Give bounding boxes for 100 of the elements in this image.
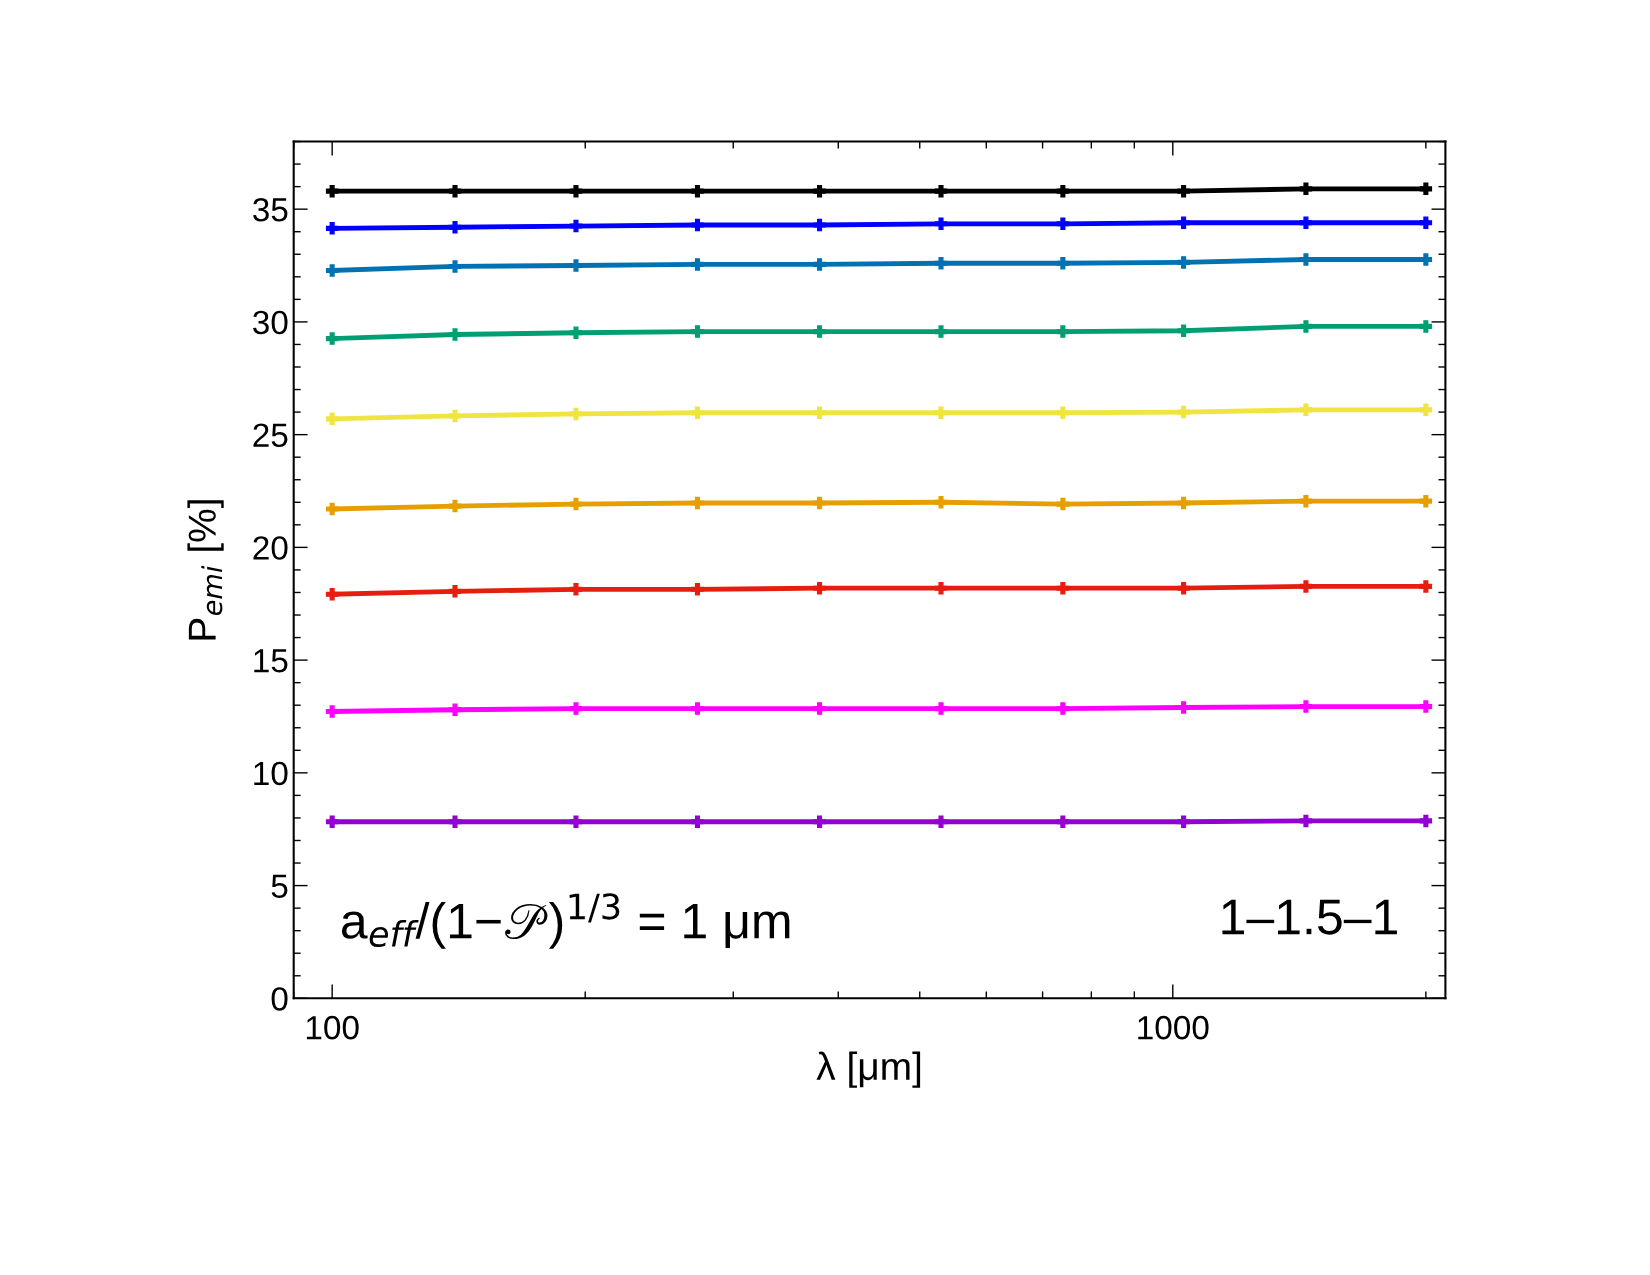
point: [813, 218, 826, 232]
point: [1419, 700, 1433, 713]
annotation: 1–1.5–1: [1222, 899, 1397, 935]
point: [813, 702, 826, 715]
y-tick-label: 25: [253, 423, 288, 448]
point: [691, 258, 704, 271]
point: [325, 332, 339, 345]
y-axis-title: P$_{emi}$ [%]: [187, 500, 224, 640]
point: [1056, 217, 1070, 231]
point: [934, 184, 948, 198]
point: [1177, 701, 1190, 714]
point: [569, 583, 583, 596]
point: [934, 702, 948, 715]
point: [1056, 325, 1070, 338]
point: [1299, 320, 1313, 333]
point: [934, 325, 948, 338]
point: [1299, 494, 1313, 508]
annotation: a$_{eff}$/(1−𝒫)$^{1/3}$ = 1 μm: [341, 893, 790, 949]
point: [569, 184, 583, 198]
point: [813, 406, 826, 420]
point: [691, 184, 704, 198]
point: [1419, 403, 1433, 417]
point: [813, 184, 826, 198]
point: [1419, 320, 1433, 333]
point: [448, 703, 462, 716]
point: [1419, 182, 1433, 196]
y-tick-label: 20: [253, 536, 288, 560]
point: [691, 496, 704, 510]
point: [813, 815, 826, 829]
point: [1177, 405, 1190, 419]
y-tick-label: 0: [271, 987, 288, 1011]
point: [325, 705, 339, 718]
point: [1299, 700, 1313, 713]
point: [691, 406, 704, 420]
point: [934, 406, 948, 420]
point: [1299, 182, 1313, 196]
point: [569, 815, 583, 829]
point: [813, 325, 826, 338]
point: [813, 496, 826, 510]
point: [325, 815, 339, 829]
point: [1299, 580, 1313, 593]
point: [325, 588, 339, 601]
point: [448, 260, 462, 273]
point: [691, 702, 704, 715]
point: [934, 815, 948, 829]
x-tick-label: 1000: [1138, 1015, 1209, 1040]
point: [934, 581, 948, 595]
point: [1299, 403, 1313, 417]
point: [448, 409, 462, 423]
point: [1056, 815, 1070, 829]
point: [691, 583, 704, 596]
point: [325, 264, 339, 277]
point: [1056, 184, 1070, 198]
point: [1177, 184, 1190, 198]
point: [1299, 216, 1313, 229]
point: [569, 219, 583, 233]
point: [448, 328, 462, 341]
point: [813, 258, 826, 271]
y-tick-label: 15: [254, 649, 288, 673]
y-tick-label: 30: [253, 310, 288, 335]
y-tick-label: 10: [254, 761, 288, 786]
x-axis-title: λ [μm]: [816, 1051, 921, 1088]
point: [691, 325, 704, 338]
point: [448, 499, 462, 513]
point: [1177, 496, 1190, 510]
point: [934, 217, 948, 231]
point: [448, 815, 462, 829]
point: [691, 218, 704, 232]
point: [813, 581, 826, 595]
point: [934, 257, 948, 270]
point: [1056, 497, 1070, 511]
point: [569, 407, 583, 421]
point: [1056, 702, 1070, 715]
point: [569, 326, 583, 339]
point: [1177, 815, 1190, 829]
point: [325, 412, 339, 426]
y-tick-label: 5: [271, 874, 288, 898]
point: [1419, 494, 1433, 508]
point: [934, 496, 948, 509]
point: [569, 497, 583, 511]
point: [1177, 256, 1190, 269]
point: [1177, 324, 1190, 337]
point: [1177, 581, 1190, 595]
point: [691, 815, 704, 829]
point: [569, 259, 583, 272]
point: [448, 184, 462, 198]
point: [448, 220, 462, 234]
point: [1419, 580, 1433, 593]
point: [325, 184, 339, 198]
point: [325, 502, 339, 516]
x-tick-label: 100: [306, 1015, 359, 1040]
point: [1299, 814, 1313, 828]
point: [1177, 216, 1190, 229]
point: [1056, 406, 1070, 420]
point: [1056, 257, 1070, 270]
point: [325, 222, 339, 235]
point: [1056, 581, 1070, 595]
point: [1419, 814, 1433, 828]
y-tick-label: 35: [253, 197, 288, 222]
point: [569, 702, 583, 715]
